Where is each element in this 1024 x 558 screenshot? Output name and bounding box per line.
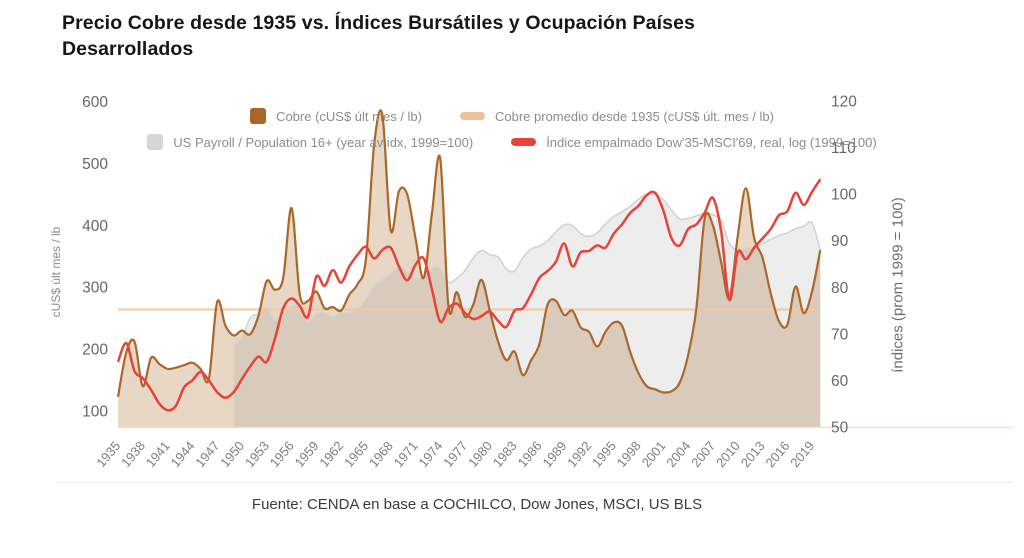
right-axis-title: índices (prom 1999 = 100) [889, 197, 907, 373]
left-axis-tick-label: 300 [82, 280, 108, 297]
left-axis-tick-label: 100 [82, 404, 108, 421]
x-axis-tick-label: 1953 [242, 438, 272, 470]
x-axis-tick-label: 2019 [787, 438, 817, 470]
right-axis-tick-label: 60 [831, 373, 849, 390]
right-axis-tick-label: 80 [831, 280, 849, 297]
x-axis-tick-label: 2004 [663, 438, 693, 470]
x-axis-tick-label: 1950 [217, 438, 247, 470]
x-axis-tick-label: 1983 [490, 438, 520, 470]
chart-title: Precio Cobre desde 1935 vs. Índices Burs… [62, 10, 882, 62]
right-axis-tick-label: 110 [831, 140, 856, 157]
right-axis-tick-label: 100 [831, 187, 857, 204]
right-axis-tick-label: 50 [831, 420, 849, 437]
x-axis-tick-label: 1989 [539, 438, 569, 470]
x-axis-tick-label: 1998 [614, 438, 644, 470]
x-axis-tick-label: 1968 [366, 438, 396, 470]
left-axis-tick-label: 500 [82, 156, 108, 173]
bottom-rule [56, 482, 1013, 483]
right-axis-tick-label: 70 [831, 326, 849, 343]
left-axis-tick-label: 600 [82, 94, 108, 111]
right-axis-tick-label: 120 [831, 94, 857, 111]
x-axis-tick-label: 1944 [168, 438, 198, 470]
x-axis-tick-label: 1980 [465, 438, 495, 470]
x-axis-tick-label: 1986 [515, 438, 545, 470]
right-axis-tick-label: 90 [831, 233, 849, 250]
x-axis-tick-label: 1962 [316, 438, 346, 470]
x-axis-tick-label: 1956 [267, 438, 297, 470]
x-axis-tick-label: 1959 [292, 438, 322, 470]
left-axis-tick-label: 400 [82, 218, 108, 235]
x-axis-tick-label: 1992 [564, 438, 594, 470]
x-axis-tick-label: 1971 [391, 438, 421, 470]
source-caption: Fuente: CENDA en base a COCHILCO, Dow Jo… [251, 496, 703, 513]
x-axis-tick-label: 1941 [143, 438, 173, 470]
x-axis-tick-label: 1938 [118, 438, 148, 470]
x-axis-tick-label: 1977 [440, 438, 470, 470]
index-line [116, 178, 822, 412]
x-axis-tick-label: 1935 [93, 438, 123, 470]
x-axis-tick-label: 2016 [762, 438, 792, 470]
x-axis-tick-label: 1974 [415, 438, 445, 470]
x-axis-tick-label: 1947 [192, 438, 222, 470]
chart-title-line2: Desarrollados [62, 38, 194, 60]
x-axis-tick-label: 2010 [713, 438, 743, 470]
x-axis-tick-label: 2013 [738, 438, 768, 470]
left-axis-title: cUS$ últ mes / lb [49, 226, 63, 318]
copper-area-fill [118, 110, 821, 428]
left-axis-tick-label: 200 [82, 342, 108, 359]
x-axis-tick-label: 1995 [589, 438, 619, 470]
x-axis-tick-label: 2001 [639, 438, 669, 470]
payroll-line [233, 192, 822, 346]
chart-title-line1: Precio Cobre desde 1935 vs. Índices Burs… [62, 12, 695, 34]
x-axis-tick-label: 2007 [688, 438, 718, 470]
x-axis-tick-label: 1965 [341, 438, 371, 470]
